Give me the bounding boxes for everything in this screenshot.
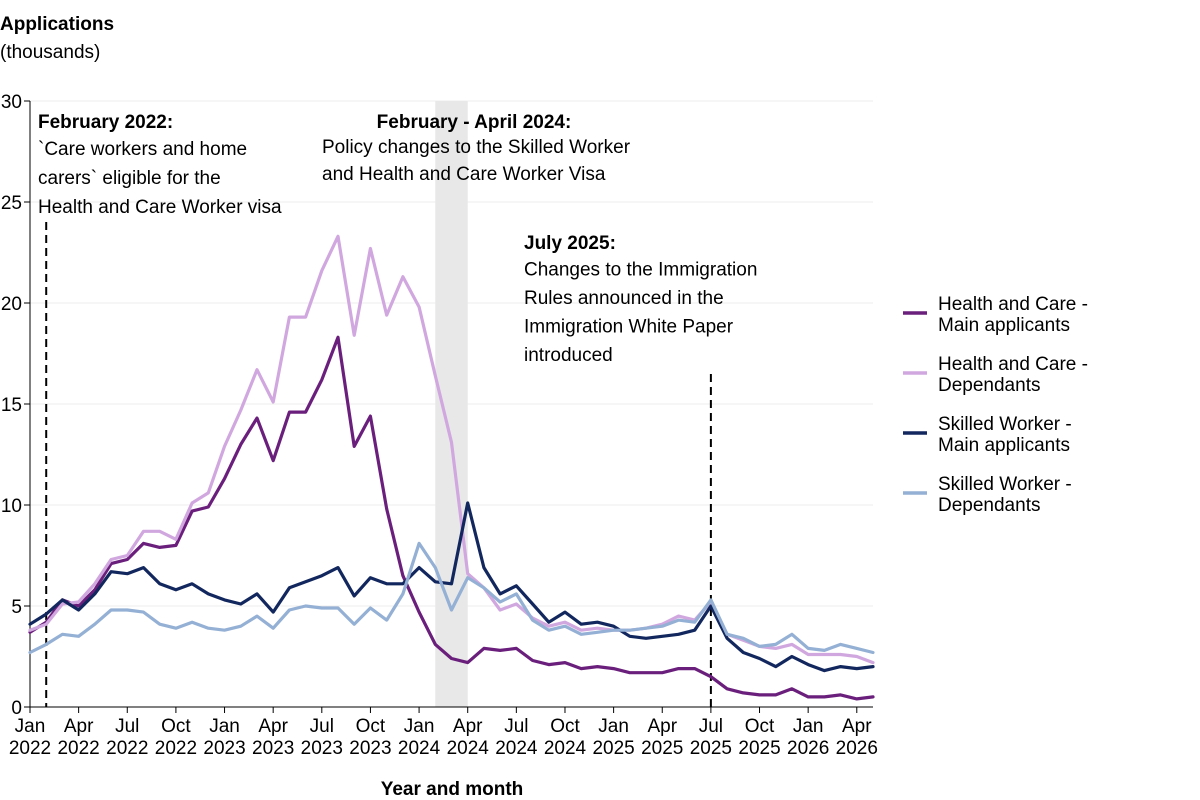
x-tick-label-month: Apr — [453, 716, 483, 737]
y-axis-subtitle: (thousands) — [0, 42, 100, 63]
legend-label: Skilled Worker - — [938, 474, 1072, 495]
x-tick-label-year: 2024 — [495, 738, 538, 759]
series-line-2 — [28, 501, 875, 673]
y-tick-label: 10 — [1, 496, 22, 517]
legend-label: Health and Care - — [938, 294, 1088, 315]
shaded-period — [435, 101, 468, 707]
x-tick-label-year: 2023 — [349, 738, 391, 759]
x-tick-label-year: 2025 — [592, 738, 634, 759]
x-tick-label-month: Oct — [356, 716, 386, 737]
x-tick-label-year: 2024 — [398, 738, 441, 759]
y-tick-label: 25 — [1, 193, 22, 214]
y-tick-label: 5 — [11, 597, 22, 618]
x-tick-label-month: Apr — [842, 716, 872, 737]
legend-label: Main applicants — [938, 315, 1070, 336]
annotation-line: `Care workers and home — [38, 139, 247, 160]
series-line-3 — [28, 541, 875, 655]
x-tick-label-year: 2022 — [9, 738, 51, 759]
x-tick-label-year: 2025 — [690, 738, 732, 759]
x-tick-label-month: Apr — [647, 716, 677, 737]
legend-label: Main applicants — [938, 435, 1070, 456]
x-tick-label-year: 2023 — [252, 738, 294, 759]
y-tick-label: 15 — [1, 395, 22, 416]
y-tick-label: 0 — [11, 698, 22, 719]
series-lines — [28, 234, 875, 701]
x-tick-label-year: 2025 — [641, 738, 683, 759]
x-tick-label-month: Jan — [598, 716, 629, 737]
x-tick-label-month: Jan — [15, 716, 46, 737]
legend-label: Health and Care - — [938, 354, 1088, 375]
x-tick-label-year: 2022 — [106, 738, 148, 759]
annotations: February 2022: `Care workers and home care… — [38, 112, 757, 366]
x-tick-label-month: Jan — [209, 716, 240, 737]
annotation-line: and Health and Care Worker Visa — [322, 164, 606, 185]
x-tick-label-year: 2024 — [544, 738, 587, 759]
event-lines — [45, 222, 712, 707]
annotation-line: Health and Care Worker visa — [38, 197, 282, 218]
x-tick-label-month: Jul — [699, 716, 723, 737]
x-axis-title: Year and month — [381, 779, 524, 800]
annotation-line: introduced — [524, 345, 613, 366]
annotation-line: Policy changes to the Skilled Worker — [322, 137, 631, 158]
x-tick-label-year: 2022 — [155, 738, 197, 759]
annotation-title: July 2025: — [524, 233, 616, 254]
annotation-title: February - April 2024: — [377, 112, 572, 133]
x-tick-label-year: 2026 — [787, 738, 829, 759]
x-tick-label-month: Oct — [550, 716, 580, 737]
legend-label: Skilled Worker - — [938, 414, 1072, 435]
annotation-line: Changes to the Immigration — [524, 260, 757, 281]
x-tick-label-month: Jul — [310, 716, 334, 737]
series-line-0 — [28, 335, 875, 701]
annotation-line: Immigration White Paper — [524, 317, 734, 338]
x-tick-label-year: 2023 — [301, 738, 343, 759]
x-tick-label-month: Oct — [161, 716, 191, 737]
x-tick-label-year: 2023 — [203, 738, 245, 759]
x-tick-label-month: Oct — [745, 716, 775, 737]
x-tick-label-year: 2022 — [57, 738, 99, 759]
x-tick-label-month: Jul — [115, 716, 139, 737]
x-tick-label-month: Jan — [793, 716, 824, 737]
x-tick-label-year: 2024 — [447, 738, 490, 759]
x-tick-label-month: Apr — [258, 716, 288, 737]
axes — [29, 101, 873, 708]
y-axis-ticks: 0 5 10 15 20 25 30 — [1, 92, 30, 719]
annotation-line: carers` eligible for the — [38, 168, 221, 189]
y-axis-title: Applications — [0, 14, 114, 35]
legend-label: Dependants — [938, 495, 1040, 516]
x-tick-label-month: Jul — [504, 716, 528, 737]
shaded-period-rect — [435, 101, 468, 707]
x-tick-label-year: 2025 — [738, 738, 780, 759]
y-tick-label: 20 — [1, 294, 22, 315]
x-tick-label-year: 2026 — [836, 738, 878, 759]
legend-label: Dependants — [938, 375, 1040, 396]
x-axis-ticks: Jan2022Apr2022Jul2022Oct2022Jan2023Apr20… — [9, 707, 878, 759]
x-tick-label-month: Apr — [64, 716, 94, 737]
annotation-line: Rules announced in the — [524, 288, 724, 309]
y-tick-label: 30 — [1, 92, 22, 113]
x-tick-label-month: Jan — [404, 716, 435, 737]
annotation-title: February 2022: — [38, 112, 173, 133]
